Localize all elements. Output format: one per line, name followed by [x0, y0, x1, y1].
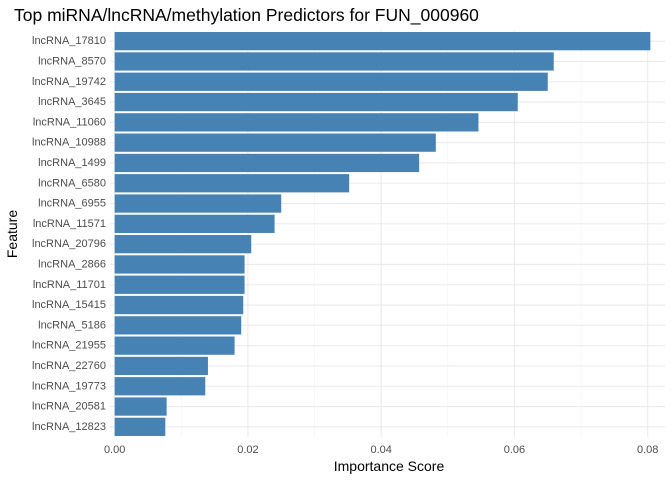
- bar-lncRNA_11571: [114, 214, 275, 233]
- y-tick-label: lncRNA_20581: [32, 401, 106, 413]
- bar-lncRNA_19742: [114, 72, 548, 91]
- x-tick-label: 0.00: [104, 444, 125, 456]
- y-tick-label: lncRNA_20796: [32, 238, 106, 250]
- y-tick-label: lncRNA_8570: [38, 55, 106, 67]
- y-tick-label: lncRNA_15415: [32, 299, 106, 311]
- y-tick-labels: lncRNA_17810 lncRNA_8570 lncRNA_19742 lncRN…: [32, 35, 106, 433]
- bar-lncRNA_10988: [114, 133, 436, 152]
- bar-lncRNA_19773: [114, 377, 206, 396]
- y-tick-label: lncRNA_11571: [33, 218, 106, 230]
- y-tick-label: lncRNA_17810: [32, 35, 106, 47]
- bar-lncRNA_17810: [114, 32, 651, 51]
- bar-lncRNA_11060: [114, 113, 479, 132]
- y-tick-label: lncRNA_10988: [32, 137, 106, 149]
- y-tick-label: lncRNA_19742: [32, 76, 106, 88]
- y-tick-label: lncRNA_22760: [32, 360, 106, 372]
- bar-lncRNA_11701: [114, 275, 245, 294]
- y-tick-label: lncRNA_5186: [38, 319, 106, 331]
- bar-lncRNA_6955: [114, 194, 282, 213]
- y-tick-label: lncRNA_21955: [32, 340, 106, 352]
- y-tick-label: lncRNA_11701: [33, 279, 106, 291]
- y-tick-label: lncRNA_11060: [33, 116, 106, 128]
- y-tick-label: lncRNA_6580: [38, 177, 106, 189]
- y-tick-label: lncRNA_1499: [38, 157, 106, 169]
- y-tick-label: lncRNA_2866: [38, 258, 106, 270]
- bar-lncRNA_20581: [114, 397, 167, 416]
- bar-layer: [114, 32, 651, 436]
- bar-lncRNA_3645: [114, 92, 518, 112]
- bar-lncRNA_22760: [114, 356, 208, 376]
- x-tick-label: 0.02: [237, 444, 258, 456]
- x-tick-label: 0.08: [637, 444, 658, 456]
- bar-lncRNA_12823: [114, 417, 166, 436]
- bar-lncRNA_2866: [114, 255, 245, 274]
- x-tick-label: 0.06: [504, 444, 525, 456]
- bar-lncRNA_1499: [114, 153, 420, 173]
- x-axis-label: Importance Score: [334, 458, 445, 474]
- y-tick-label: lncRNA_6955: [38, 198, 106, 210]
- grid-layer: [110, 31, 665, 437]
- x-tick-label: 0.04: [370, 444, 391, 456]
- bar-lncRNA_6580: [114, 174, 350, 193]
- x-tick-labels: 0.00 0.02 0.04 0.06 0.08: [104, 444, 658, 456]
- bar-lncRNA_21955: [114, 336, 235, 355]
- y-tick-label: lncRNA_19773: [32, 380, 106, 392]
- bar-lncRNA_20796: [114, 235, 252, 254]
- y-axis-label: Feature: [4, 210, 20, 258]
- bar-lncRNA_5186: [114, 316, 242, 335]
- chart-title: Top miRNA/lncRNA/methylation Predictors …: [14, 5, 479, 26]
- y-tick-label: lncRNA_3645: [38, 96, 106, 108]
- bar-lncRNA_8570: [114, 52, 554, 71]
- bar-lncRNA_15415: [114, 295, 244, 315]
- y-tick-label: lncRNA_12823: [32, 421, 106, 433]
